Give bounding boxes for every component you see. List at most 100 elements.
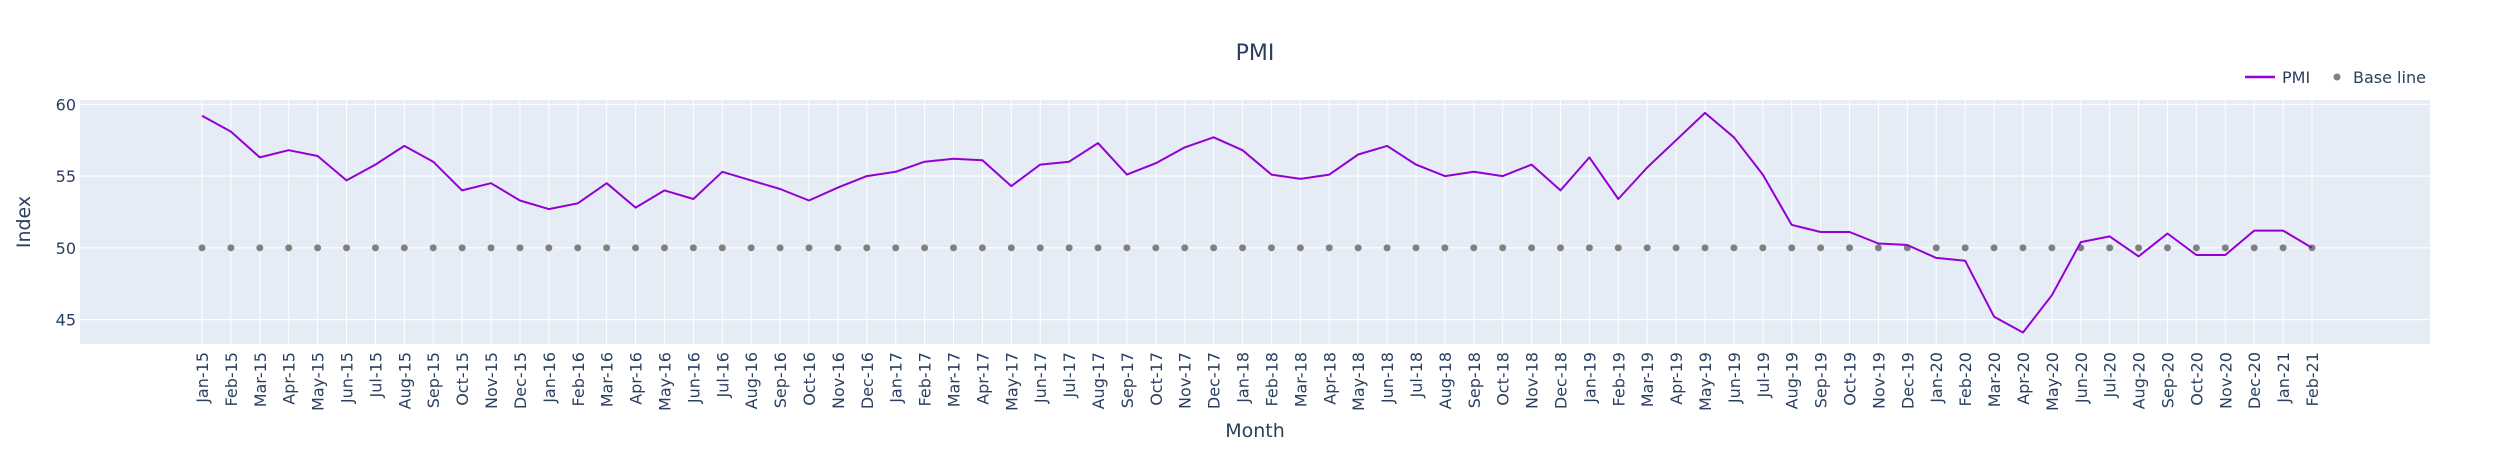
x-tick-label: Mar-16 bbox=[598, 352, 617, 407]
base-line-point bbox=[1412, 244, 1420, 252]
x-tick-label: Jan-15 bbox=[193, 352, 212, 404]
base-line-point bbox=[2163, 244, 2171, 252]
x-tick-label: Sep-20 bbox=[2158, 352, 2177, 408]
base-line-point bbox=[1296, 244, 1304, 252]
base-line-point bbox=[1932, 244, 1940, 252]
x-tick-label: Dec-19 bbox=[1898, 352, 1917, 409]
x-tick-label: Sep-18 bbox=[1465, 352, 1484, 408]
base-line-point bbox=[1007, 244, 1015, 252]
base-line-point bbox=[1788, 244, 1796, 252]
legend-base-line-label: Base line bbox=[2353, 68, 2426, 87]
x-axis-ticks: Jan-15 Feb-15 Mar-15 Apr-15 May-15 Jun-15 Jul-… bbox=[193, 352, 2322, 411]
x-tick-label: Feb-15 bbox=[222, 352, 241, 406]
x-tick-label: Oct-15 bbox=[453, 352, 472, 406]
x-tick-label: Oct-18 bbox=[1494, 352, 1513, 406]
x-tick-label: May-19 bbox=[1696, 352, 1715, 411]
base-line-point bbox=[285, 244, 293, 252]
x-tick-label: May-17 bbox=[1002, 352, 1021, 411]
base-line-point bbox=[718, 244, 726, 252]
base-line-point bbox=[863, 244, 871, 252]
x-tick-label: Jun-19 bbox=[1725, 352, 1744, 404]
x-tick-label: Sep-17 bbox=[1118, 352, 1137, 408]
base-line-point bbox=[1210, 244, 1218, 252]
base-line-point bbox=[776, 244, 784, 252]
base-line-point bbox=[227, 244, 235, 252]
base-line-point bbox=[1990, 244, 1998, 252]
x-tick-label: Sep-15 bbox=[424, 352, 443, 408]
base-line-point bbox=[1181, 244, 1189, 252]
series-pmi bbox=[201, 111, 2313, 334]
y-tick-label: 60 bbox=[56, 95, 76, 114]
x-tick-label: Apr-18 bbox=[1320, 352, 1339, 405]
x-tick-label: Nov-17 bbox=[1176, 352, 1195, 409]
base-line-point bbox=[1065, 244, 1073, 252]
base-line-point bbox=[1730, 244, 1738, 252]
base-line-point bbox=[747, 244, 755, 252]
x-tick-label: Jun-15 bbox=[338, 352, 357, 404]
x-tick-label: Apr-17 bbox=[973, 352, 992, 405]
x-tick-label: Sep-16 bbox=[771, 352, 790, 408]
x-tick-label: Oct-17 bbox=[1147, 352, 1166, 406]
base-line-point bbox=[2106, 244, 2114, 252]
base-line-point bbox=[516, 244, 524, 252]
base-line-point bbox=[371, 244, 379, 252]
x-tick-label: Nov-20 bbox=[2216, 352, 2235, 409]
base-line-point bbox=[1556, 244, 1564, 252]
base-line-point bbox=[2048, 244, 2056, 252]
x-tick-label: Jun-18 bbox=[1378, 352, 1397, 404]
x-tick-label: May-16 bbox=[655, 352, 674, 411]
base-line-point bbox=[1152, 244, 1160, 252]
x-tick-label: Feb-20 bbox=[1956, 352, 1975, 406]
y-axis-ticks: 45 50 55 60 bbox=[56, 95, 76, 329]
base-line-point bbox=[198, 244, 206, 252]
x-tick-label: Feb-16 bbox=[569, 352, 588, 406]
base-line-point bbox=[603, 244, 611, 252]
x-axis-title: Month bbox=[1225, 420, 1285, 442]
x-tick-label: Nov-15 bbox=[482, 352, 501, 409]
base-line-point bbox=[1874, 244, 1882, 252]
legend-pmi-label: PMI bbox=[2282, 68, 2310, 87]
base-line-point bbox=[545, 244, 553, 252]
x-tick-label: Oct-16 bbox=[800, 352, 819, 406]
base-line-point bbox=[314, 244, 322, 252]
base-line-point bbox=[978, 244, 986, 252]
base-line-point bbox=[892, 244, 900, 252]
x-tick-label: Feb-17 bbox=[916, 352, 935, 406]
base-line-point bbox=[1846, 244, 1854, 252]
x-tick-label: Apr-20 bbox=[2014, 352, 2033, 405]
y-tick-label: 55 bbox=[56, 167, 76, 186]
x-tick-label: Mar-20 bbox=[1985, 352, 2004, 407]
x-tick-label: Jul-20 bbox=[2101, 352, 2120, 398]
x-tick-label: Jan-21 bbox=[2274, 352, 2293, 404]
x-tick-label: Oct-20 bbox=[2187, 352, 2206, 406]
base-line-point bbox=[1267, 244, 1275, 252]
base-line-point bbox=[1499, 244, 1507, 252]
x-tick-label: Jun-17 bbox=[1031, 352, 1050, 404]
x-tick-label: Jan-20 bbox=[1927, 352, 1946, 404]
x-tick-label: Jul-16 bbox=[713, 352, 732, 398]
base-line-point bbox=[1441, 244, 1449, 252]
base-line-point bbox=[2250, 244, 2258, 252]
x-tick-label: Jul-18 bbox=[1407, 352, 1426, 398]
base-line-point bbox=[1325, 244, 1333, 252]
base-line-point bbox=[1961, 244, 1969, 252]
base-line-point bbox=[689, 244, 697, 252]
base-line-point bbox=[2135, 244, 2143, 252]
base-line-point bbox=[950, 244, 958, 252]
x-tick-label: Oct-19 bbox=[1841, 352, 1860, 406]
x-tick-label: Aug-16 bbox=[742, 352, 761, 409]
legend-base-line-swatch bbox=[2333, 73, 2341, 81]
y-tick-label: 50 bbox=[56, 239, 76, 258]
y-axis-title: Index bbox=[13, 196, 35, 248]
base-line-point bbox=[429, 244, 437, 252]
x-tick-label: Feb-19 bbox=[1609, 352, 1628, 406]
base-line-point bbox=[1672, 244, 1680, 252]
x-tick-label: Mar-18 bbox=[1291, 352, 1310, 407]
x-tick-label: Nov-16 bbox=[829, 352, 848, 409]
x-tick-label: Dec-20 bbox=[2245, 352, 2264, 409]
base-line-point bbox=[1701, 244, 1709, 252]
base-line-point bbox=[1239, 244, 1247, 252]
x-tick-label: Feb-21 bbox=[2303, 352, 2322, 406]
base-line-point bbox=[805, 244, 813, 252]
